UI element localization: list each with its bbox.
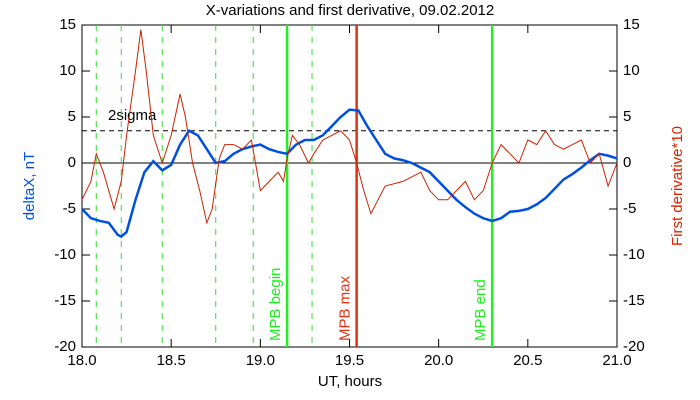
x-tick-label: 19.0 [246, 352, 275, 369]
x-tick-label: 18.5 [157, 352, 186, 369]
y-tick-label: -10 [54, 246, 76, 263]
y2-tick-label: -10 [623, 246, 645, 263]
x-tick-label: 21.0 [602, 352, 631, 369]
y-tick-label: 0 [68, 154, 76, 171]
marker-label: MPB begin [267, 268, 284, 341]
y2-axis-label: First derivative*10 [669, 126, 686, 246]
y2-tick-label: 10 [623, 62, 640, 79]
y2-tick-label: -5 [623, 200, 636, 217]
y-tick-label: 10 [59, 62, 76, 79]
y2-tick-label: -20 [623, 338, 645, 355]
y-axis-label: deltaX, nT [21, 152, 38, 220]
y-tick-label: -15 [54, 292, 76, 309]
marker-label: MPB end [472, 279, 489, 341]
x-tick-label: 20.5 [513, 352, 542, 369]
x-tick-label: 19.5 [335, 352, 364, 369]
chart-title: X-variations and first derivative, 09.02… [206, 2, 495, 19]
x-axis-label: UT, hours [318, 373, 382, 390]
data-line [81, 108, 618, 239]
reference-label: 2sigma [108, 107, 157, 124]
marker-label: MPB max [337, 275, 354, 341]
y2-tick-label: 0 [623, 154, 631, 171]
y2-tick-label: -15 [623, 292, 645, 309]
x-tick-label: 18.0 [67, 352, 96, 369]
data-line [81, 29, 618, 225]
y2-tick-label: 15 [623, 16, 640, 33]
y2-tick-label: 5 [623, 108, 631, 125]
y-tick-label: 5 [68, 108, 76, 125]
y-tick-label: -5 [63, 200, 76, 217]
y-tick-label: 15 [59, 16, 76, 33]
x-tick-label: 20.0 [424, 352, 453, 369]
y-tick-label: -20 [54, 338, 76, 355]
